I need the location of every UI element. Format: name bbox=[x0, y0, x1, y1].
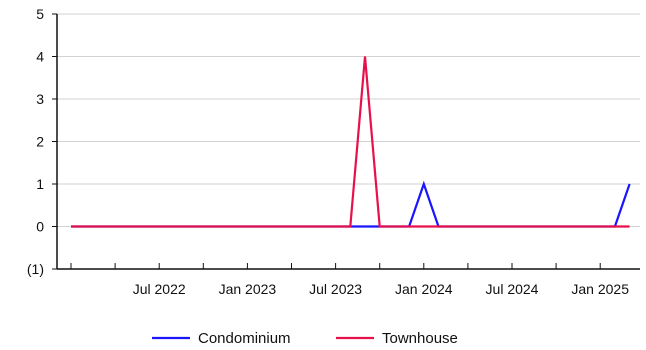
axes bbox=[52, 13, 640, 270]
y-tick-label: 0 bbox=[36, 219, 44, 235]
x-tick-label: Jul 2024 bbox=[486, 281, 539, 297]
y-tick-label: 5 bbox=[36, 6, 44, 22]
y-tick-label: 3 bbox=[36, 91, 44, 107]
x-axis-tick-labels: Jul 2022 Jan 2023 Jul 2023 Jan 2024 Jul 2024… bbox=[133, 281, 629, 297]
gridlines bbox=[57, 13, 640, 227]
legend-label: Townhouse bbox=[382, 330, 458, 347]
x-tick-label: Jan 2025 bbox=[571, 281, 629, 297]
x-tick-label: Jul 2022 bbox=[133, 281, 186, 297]
y-tick-label: 2 bbox=[36, 134, 44, 150]
y-tick-label: 4 bbox=[36, 49, 44, 65]
legend-label: Condominium bbox=[198, 330, 291, 347]
y-tick-label: 1 bbox=[36, 176, 44, 192]
x-tick-label: Jul 2023 bbox=[309, 281, 362, 297]
legend: Condominium Townhouse bbox=[152, 330, 458, 347]
series-lines bbox=[71, 56, 631, 228]
y-axis-tick-labels: 5 4 3 2 1 0 (1) bbox=[27, 6, 44, 277]
x-tick-label: Jan 2024 bbox=[395, 281, 453, 297]
x-tick-label: Jan 2023 bbox=[219, 281, 277, 297]
y-tick-label: (1) bbox=[27, 261, 44, 277]
series-line-townhouse bbox=[71, 56, 630, 228]
